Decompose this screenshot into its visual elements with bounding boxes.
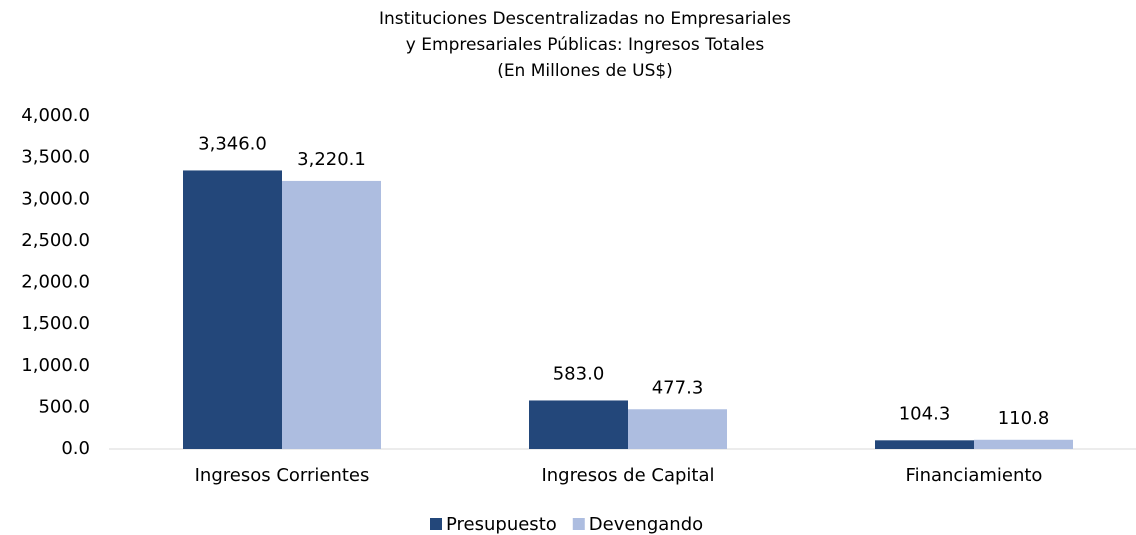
y-tick-label: 1,500.0	[21, 313, 90, 334]
bar	[628, 409, 727, 449]
bar	[875, 440, 974, 449]
y-tick-label: 3,000.0	[21, 188, 90, 209]
y-tick-label: 0.0	[61, 438, 90, 459]
bar	[282, 180, 381, 449]
x-tick-label: Ingresos de Capital	[541, 465, 714, 486]
data-label: 3,346.0	[198, 133, 267, 154]
x-tick-label: Ingresos Corrientes	[195, 465, 370, 486]
chart-title: (En Millones de US$)	[497, 61, 673, 81]
y-tick-label: 3,500.0	[21, 147, 90, 168]
legend-label: Presupuesto	[446, 514, 557, 535]
chart-title: y Empresariales Públicas: Ingresos Total…	[406, 35, 765, 55]
data-label: 104.3	[899, 403, 951, 424]
y-tick-label: 1,000.0	[21, 355, 90, 376]
y-tick-label: 2,500.0	[21, 230, 90, 251]
y-tick-label: 500.0	[38, 396, 90, 417]
legend-swatch	[572, 518, 585, 530]
chart-title: Instituciones Descentralizadas no Empres…	[379, 9, 791, 29]
legend-label: Devengando	[589, 514, 703, 535]
bar	[974, 439, 1073, 449]
x-tick-label: Financiamiento	[906, 465, 1043, 486]
data-label: 3,220.1	[297, 149, 366, 170]
data-label: 583.0	[553, 363, 605, 384]
y-tick-label: 2,000.0	[21, 272, 90, 293]
bar	[183, 170, 282, 449]
y-tick-label: 4,000.0	[21, 105, 90, 126]
legend-swatch	[430, 518, 442, 530]
data-label: 110.8	[998, 408, 1050, 429]
bar	[529, 400, 628, 449]
data-label: 477.3	[652, 377, 704, 398]
